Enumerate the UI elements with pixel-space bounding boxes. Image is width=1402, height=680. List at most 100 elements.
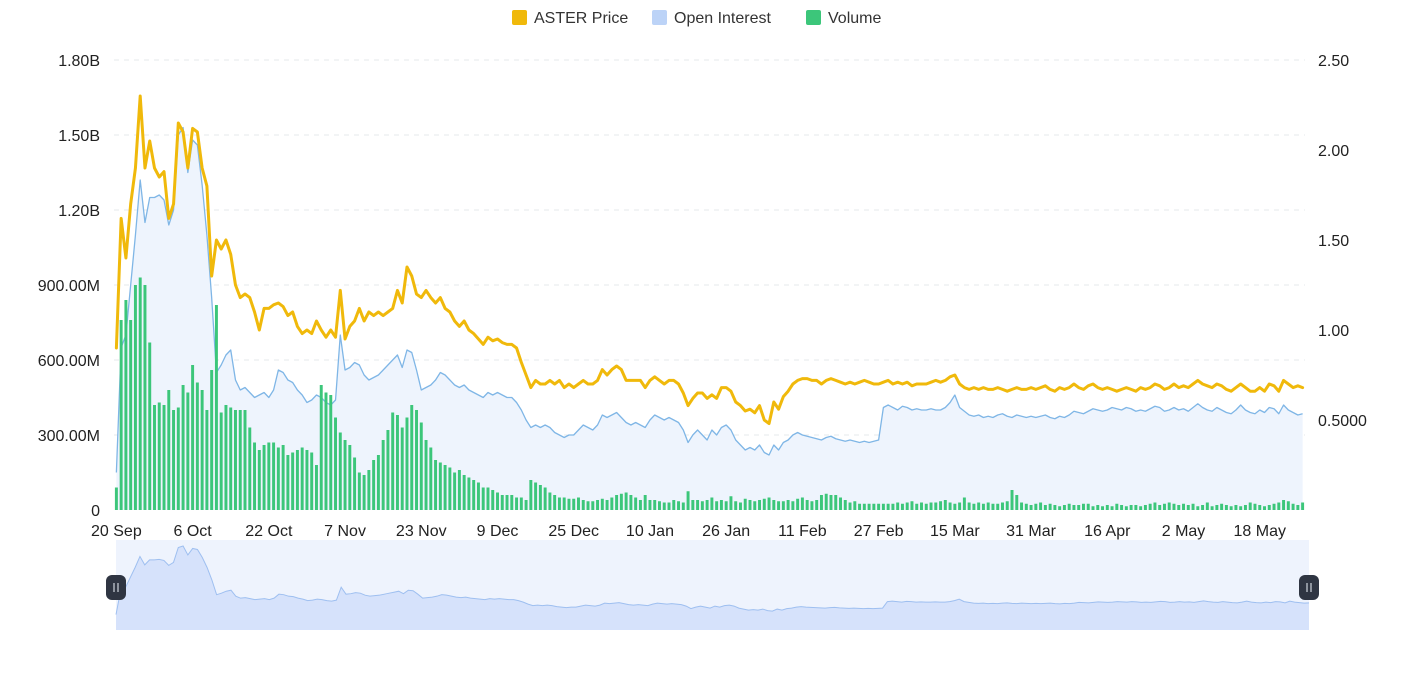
slider-start-handle[interactable]: [106, 575, 126, 600]
volume-bar: [334, 417, 337, 510]
volume-bar: [286, 455, 290, 510]
volume-bar: [1001, 502, 1004, 510]
left-axis-labels: 0 300.00M 600.00M 900.00M 1.20B 1.50B 1.80B: [38, 53, 100, 520]
volume-bar: [343, 440, 347, 510]
volume-bar: [210, 370, 214, 510]
volume-bar: [786, 500, 790, 510]
volume-bar: [681, 502, 685, 510]
volume-bar: [157, 402, 161, 510]
volume-bar: [205, 410, 209, 510]
volume-bar: [1067, 503, 1071, 510]
legend-item-volume[interactable]: Volume: [806, 10, 881, 27]
volume-bar: [753, 501, 757, 510]
volume-bar: [486, 487, 490, 510]
volume-bar: [438, 462, 442, 510]
volume-bar: [691, 500, 695, 510]
volume-bar: [1048, 503, 1052, 510]
volume-bar: [415, 410, 418, 510]
volume-bar: [581, 500, 585, 510]
volume-bar: [257, 450, 261, 510]
volume-bar: [734, 501, 738, 510]
volume-bar: [1258, 505, 1262, 510]
volume-bar: [910, 501, 914, 510]
legend-item-aster-price[interactable]: ASTER Price: [512, 10, 628, 27]
volume-bar: [172, 410, 176, 510]
volume-bar: [1158, 505, 1162, 510]
volume-bar: [1272, 503, 1276, 510]
volume-bar: [843, 500, 847, 510]
volume-bar: [696, 500, 700, 510]
x-tick-label: 11 Feb: [778, 523, 827, 540]
volume-bar: [1248, 502, 1252, 510]
volume-bar: [1039, 502, 1043, 510]
volume-bar: [519, 497, 523, 510]
volume-bar: [295, 450, 299, 510]
volume-bar: [710, 497, 714, 510]
volume-bar: [572, 498, 576, 510]
volume-bar: [448, 467, 452, 510]
volume-bar: [672, 500, 676, 510]
volume-bar: [819, 495, 823, 510]
volume-bar: [1220, 503, 1224, 510]
volume-bar: [500, 495, 504, 510]
left-tick-label: 1.20B: [58, 203, 100, 220]
volume-bar: [638, 500, 642, 510]
volume-bar: [920, 502, 923, 510]
x-tick-label: 9 Dec: [477, 523, 519, 540]
volume-bar: [467, 477, 471, 510]
volume-bar: [596, 500, 600, 510]
volume-bar: [700, 501, 704, 510]
volume-bar: [1301, 502, 1305, 510]
volume-bar: [405, 417, 409, 510]
volume-bar: [434, 460, 438, 510]
x-tick-label: 7 Nov: [324, 523, 366, 540]
volume-bar: [319, 385, 323, 510]
volume-bar: [1229, 506, 1233, 510]
volume-bar: [867, 503, 871, 510]
volume-bar: [1005, 501, 1009, 510]
volume-bar: [758, 500, 761, 510]
volume-bar: [214, 305, 218, 510]
volume-bar: [381, 440, 385, 510]
volume-bar: [1143, 505, 1147, 510]
volume-bar: [991, 503, 995, 510]
volume-series: [114, 277, 1305, 510]
volume-bar: [510, 495, 514, 510]
volume-bar: [629, 495, 633, 510]
volume-bar: [376, 455, 380, 510]
slider-mini-line: [115, 545, 1310, 615]
x-tick-label: 27 Feb: [854, 523, 904, 540]
volume-bar: [143, 285, 147, 510]
volume-bar: [124, 300, 128, 510]
volume-bar: [386, 430, 390, 510]
volume-bar: [262, 445, 266, 510]
volume-bar: [1224, 505, 1228, 510]
volume-bar: [619, 493, 623, 510]
volume-bar: [148, 342, 152, 510]
volume-bar: [953, 503, 957, 510]
volume-bar: [129, 320, 133, 510]
volume-bar: [457, 470, 461, 510]
volume-bar: [686, 491, 690, 510]
volume-bar: [367, 470, 371, 510]
volume-bar: [1129, 505, 1133, 510]
price-series: [114, 94, 1305, 426]
volume-bar: [1053, 505, 1057, 510]
slider-end-handle[interactable]: [1299, 575, 1319, 600]
legend-item-open-interest[interactable]: Open Interest: [652, 10, 772, 27]
volume-bar: [348, 445, 352, 510]
volume-bar: [662, 502, 666, 510]
volume-bar: [162, 405, 166, 510]
volume-bar: [424, 440, 428, 510]
volume-bar: [305, 450, 309, 510]
volume-bar: [291, 452, 295, 510]
volume-bar: [781, 501, 785, 510]
volume-bar: [234, 410, 237, 510]
volume-bar: [810, 501, 814, 510]
x-tick-label: 23 Nov: [396, 523, 447, 540]
volume-bar: [324, 392, 328, 510]
right-tick-label: 1.00: [1318, 323, 1349, 340]
zoom-slider[interactable]: [106, 540, 1319, 630]
volume-bar: [133, 285, 137, 510]
volume-bar: [372, 460, 376, 510]
